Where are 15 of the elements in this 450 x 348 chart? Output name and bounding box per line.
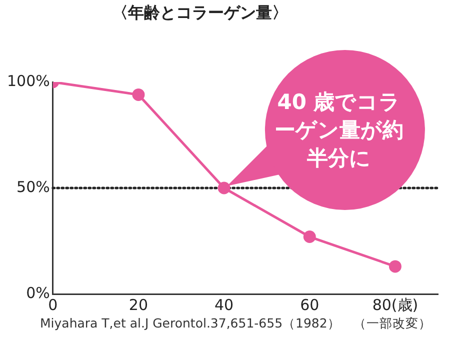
y-tick-label: 0% xyxy=(26,284,50,302)
point xyxy=(388,260,402,273)
chart-title: 〈年齢とコラーゲン量〉 xyxy=(112,3,288,22)
y-tick-label: 100% xyxy=(6,72,50,90)
annotation: 40 歳でコラーゲン量が約半分に xyxy=(273,89,404,172)
x-tick-label: 40 xyxy=(214,296,234,314)
x-tick-label: 0 xyxy=(48,296,58,314)
text: Miyahara T,et al.J Gerontol.37,651-655（1982） （一部改変） xyxy=(40,316,432,330)
x-tick-label: 80(歳) xyxy=(372,296,418,314)
x-tick-label: 60 xyxy=(300,296,320,314)
point xyxy=(218,182,230,194)
point xyxy=(303,230,316,244)
x-tick-label: 20 xyxy=(128,296,148,314)
point xyxy=(132,88,145,101)
y-tick-label: 50% xyxy=(16,178,50,196)
